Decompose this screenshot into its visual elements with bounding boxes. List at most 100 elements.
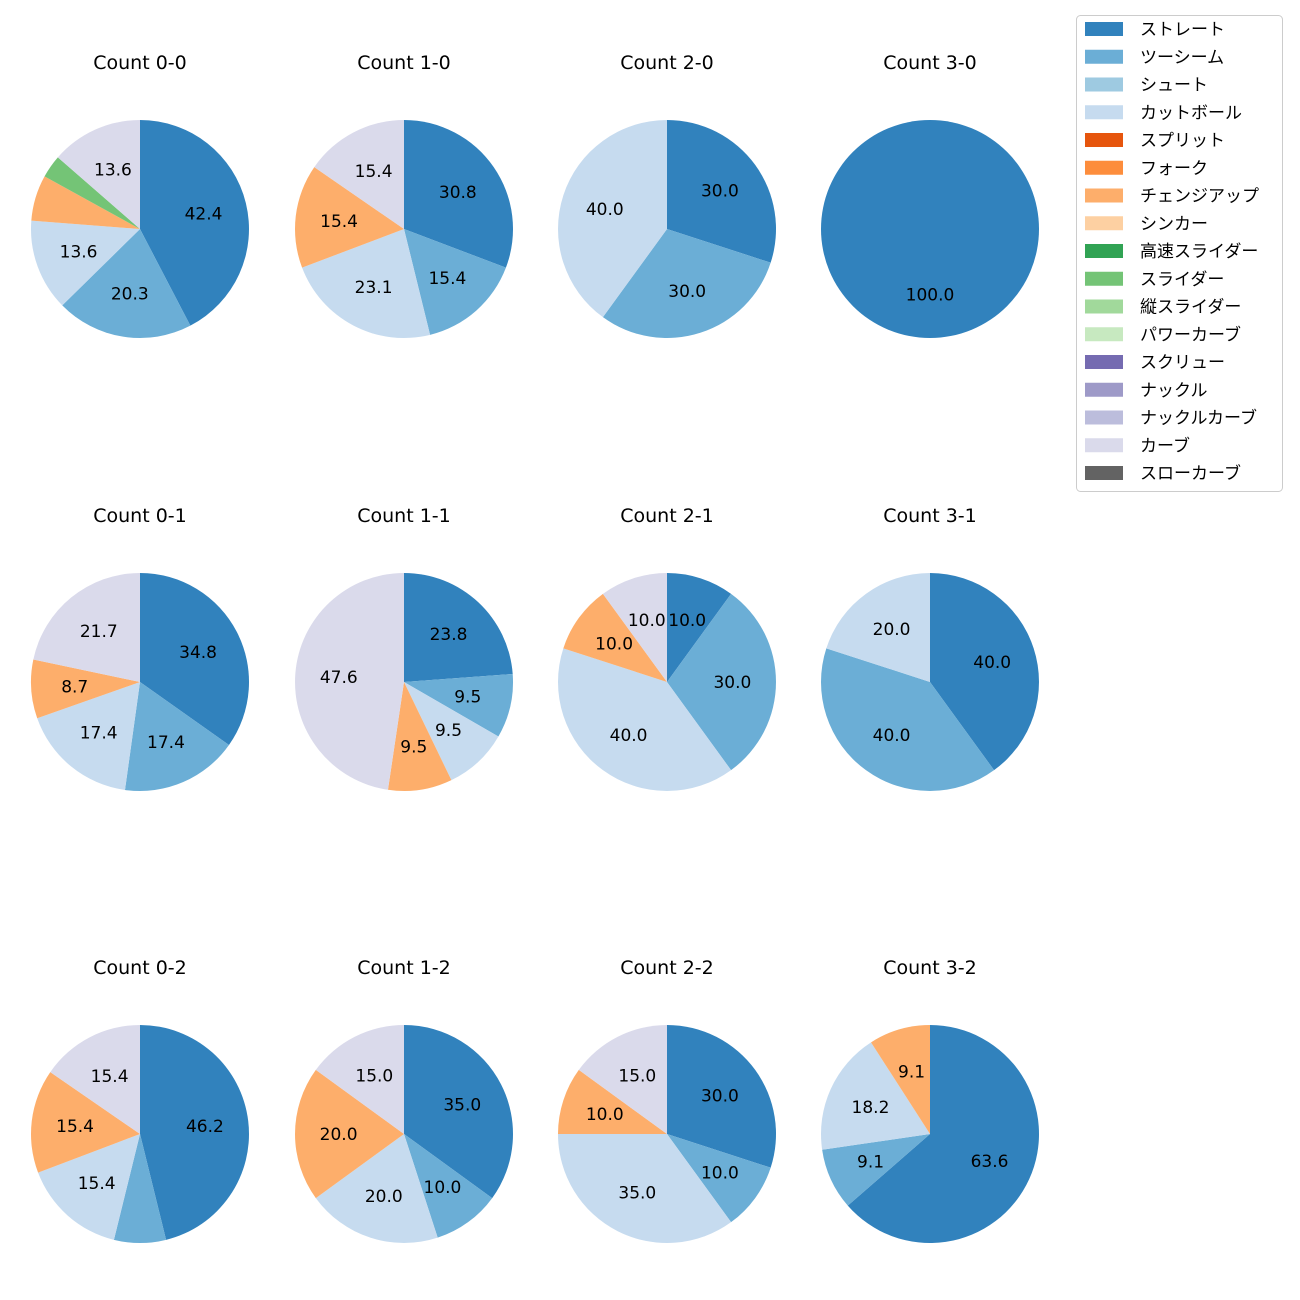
pie-count-2-1: Count 2-110.030.040.010.010.0 [557,505,776,792]
legend-label: シュート [1140,76,1208,96]
pie-slice-カーブ [57,120,140,229]
slice-value-label: 17.4 [80,724,118,744]
pie-slice-スライダー [44,157,140,229]
pie-slice-カーブ [314,120,404,229]
pie-slice-カーブ [602,573,667,682]
pie-title: Count 0-2 [93,957,187,979]
pie-title: Count 0-0 [93,52,187,74]
legend-swatch [1085,327,1123,342]
pie-title: Count 1-1 [357,505,451,527]
legend-label: シンカー [1140,214,1208,234]
legend-swatch [1085,77,1123,92]
slice-value-label: 30.0 [713,673,751,693]
pie-slice-ストレート [404,119,514,268]
pie-slice-ツーシーム [404,229,506,335]
slice-value-label: 10.0 [586,1105,624,1125]
legend-swatch [1085,133,1123,147]
slice-value-label: 15.4 [428,269,466,289]
slice-value-label: 46.2 [186,1117,224,1137]
legend-item-11: パワーカーブ [1085,324,1241,345]
pie-title: Count 2-1 [620,505,714,527]
slice-value-label: 9.1 [898,1062,925,1082]
pie-slice-チェンジアップ [558,1069,667,1134]
slice-value-label: 35.0 [618,1183,656,1203]
pie-slice-ツーシーム [113,1134,167,1243]
slice-value-label: 42.4 [185,204,223,224]
pie-slice-ストレート [821,120,1039,338]
pie-title: Count 3-0 [883,52,977,74]
legend-item-0: ストレート [1085,20,1225,40]
legend-label: 高速スライダー [1140,242,1258,262]
pie-slice-カットボール [821,1042,930,1150]
pie-slice-ストレート [404,573,513,682]
slice-value-label: 17.4 [147,733,185,753]
slice-value-label: 10.0 [628,611,666,631]
legend-swatch [1085,22,1123,36]
slice-value-label: 23.1 [355,278,393,298]
legend-item-3: カットボール [1085,103,1242,123]
legend-item-5: フォーク [1085,159,1208,179]
pie-panels: Count 0-0 42.4 20.3 13.6 13.6 Count 1-0 30.8 15… [30,52,1040,1244]
legend-label: チェンジアップ [1140,187,1259,207]
pie-count-1-0: Count 1-0 30.8 15.4 23.1 15.4 15.4 [294,52,514,338]
slice-value-label: 18.2 [852,1098,890,1118]
legend-item-4: スプリット [1085,131,1225,151]
pie-slice-ストレート [667,1025,777,1168]
pie-slice-カーブ [295,573,404,790]
slice-value-label: 47.6 [320,668,358,688]
legend-label: パワーカーブ [1140,324,1241,345]
slice-value-label: 34.8 [179,643,217,663]
pie-slice-チェンジアップ [30,659,140,719]
pie-title: Count 2-2 [620,957,714,979]
legend-label: カーブ [1140,435,1190,456]
legend-label: スプリット [1140,131,1225,151]
slice-value-label: 40.0 [973,653,1011,673]
pie-slice-ツーシーム [404,673,513,737]
slice-value-label: 35.0 [443,1095,481,1115]
slice-value-label: 15.4 [56,1117,94,1137]
slice-value-label: 15.4 [320,212,358,232]
slice-value-label: 63.6 [971,1152,1009,1172]
pie-slice-カーブ [578,1025,667,1134]
pie-slice-ツーシーム [602,229,771,339]
pie-slice-ストレート [930,573,1039,771]
pie-slice-ストレート [140,573,250,745]
slice-value-label: 100.0 [906,285,955,305]
pie-slice-カットボール [30,220,140,306]
legend-frame [1076,15,1283,492]
legend-item-15: カーブ [1085,435,1190,456]
pie-slice-カーブ [315,1025,404,1134]
legend-item-7: シンカー [1085,214,1208,234]
pie-slice-チェンジアップ [31,176,140,229]
legend-swatch [1085,466,1123,480]
pie-slice-ストレート [667,573,732,682]
pie-slice-カーブ [50,1025,140,1134]
legend-label: 縦スライダー [1140,298,1241,318]
pie-slice-ストレート [847,1025,1040,1243]
legend-swatch [1085,244,1123,258]
slice-value-label: 10.0 [701,1163,739,1183]
slice-value-label: 8.7 [61,677,88,697]
slice-value-label: 40.0 [610,726,648,746]
slice-value-label: 20.0 [365,1187,403,1207]
pie-slice-カットボール [826,573,930,682]
slice-value-label: 9.1 [857,1152,884,1172]
slice-value-label: 10.0 [668,611,706,631]
slice-value-label: 30.0 [668,282,706,302]
pie-slice-カットボール [302,229,431,338]
pie-slice-チェンジアップ [871,1025,930,1134]
legend-item-12: スクリュー [1085,353,1225,373]
pie-slice-カットボール [38,1134,140,1240]
slice-value-label: 30.8 [439,183,477,203]
pie-title: Count 3-1 [883,505,977,527]
legend-item-13: ナックル [1085,381,1208,401]
pie-title: Count 3-2 [883,957,977,979]
legend: ストレートツーシームシュートカットボールスプリットフォークチェンジアップシンカー… [1076,15,1283,492]
pie-count-3-1: Count 3-1 40.0 40.0 20.0 [820,505,1039,792]
pie-slice-チェンジアップ [295,1069,404,1199]
slice-value-label: 20.0 [320,1125,358,1145]
pie-slice-ストレート [140,120,249,326]
slice-value-label: 40.0 [873,726,911,746]
legend-swatch [1085,355,1123,369]
